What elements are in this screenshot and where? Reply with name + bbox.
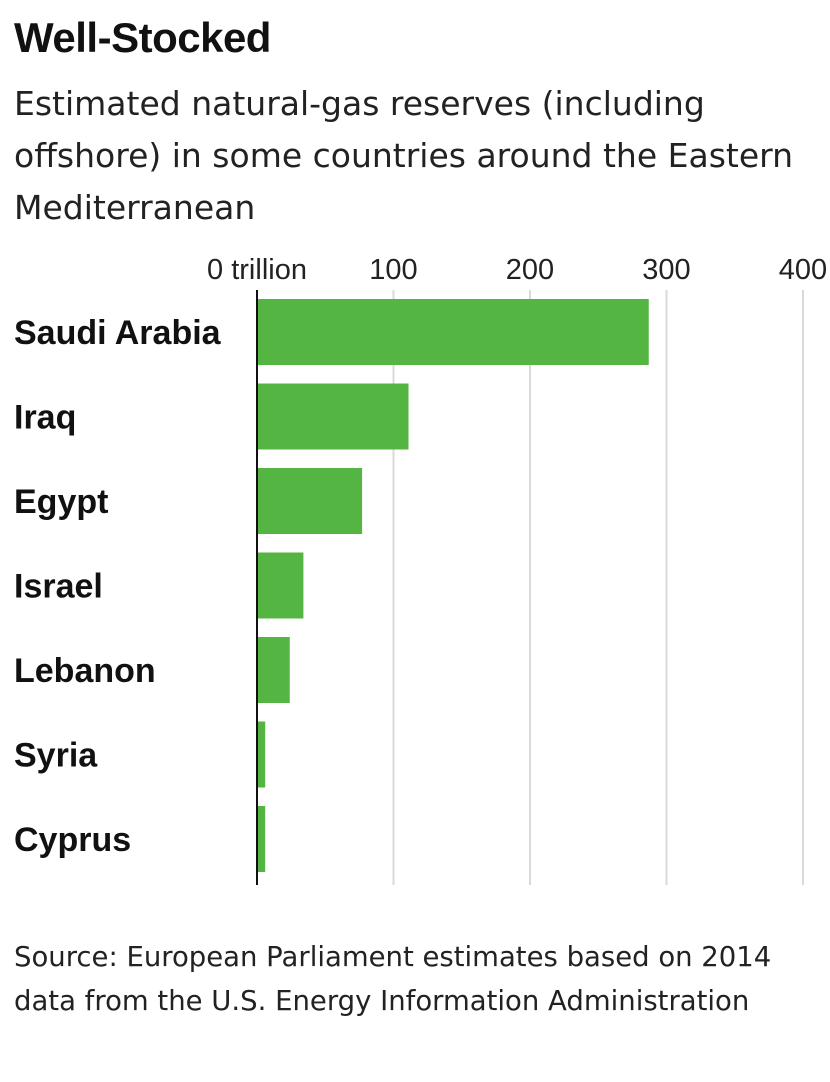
x-tick-label: 100 <box>369 254 417 286</box>
x-tick-label: 400 <box>779 254 827 286</box>
x-axis-ticks: 0 trillion 100 200 300 400 <box>207 254 827 286</box>
bar <box>257 637 290 703</box>
x-tick-label: 300 <box>642 254 690 286</box>
bar-chart: 0 trillion 100 200 300 400 Saudi Arabia Iraq E… <box>14 254 827 885</box>
bar <box>257 721 266 788</box>
category-label: Saudi Arabia <box>14 314 222 352</box>
category-labels: Saudi Arabia Iraq Egypt Israel Lebanon Syria C… <box>14 314 222 859</box>
chart-title: Well-Stocked <box>14 14 271 61</box>
chart-subtitle: Estimated natural-gas reserves (includin… <box>14 84 794 227</box>
category-label: Israel <box>14 568 103 606</box>
bar <box>257 806 266 872</box>
category-label: Lebanon <box>14 652 156 690</box>
source-note: Source: European Parliament estimates ba… <box>14 941 772 1017</box>
bars <box>257 299 649 872</box>
category-label: Cyprus <box>14 821 131 859</box>
bar <box>257 383 409 450</box>
category-label: Iraq <box>14 399 76 437</box>
x-tick-label: 0 trillion <box>207 254 307 286</box>
x-tick-label: 200 <box>506 254 554 286</box>
gridlines <box>392 290 804 885</box>
bar <box>257 552 304 619</box>
bar <box>257 299 649 365</box>
category-label: Syria <box>14 737 98 775</box>
category-label: Egypt <box>14 483 108 521</box>
bar <box>257 468 363 534</box>
